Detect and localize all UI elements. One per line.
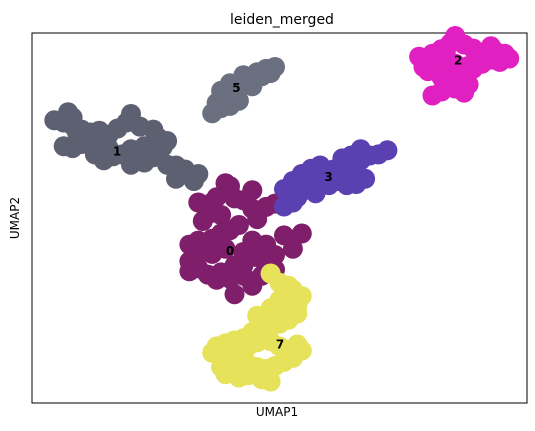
plot-title: leiden_merged <box>230 12 334 28</box>
cluster-2-point-30 <box>422 85 443 106</box>
cluster-7-point-11 <box>282 279 303 300</box>
cluster-0-point-14 <box>247 209 268 230</box>
cluster-2-point-35 <box>413 57 434 77</box>
cluster-0-point-30 <box>282 238 303 259</box>
cluster-1-points <box>44 102 209 191</box>
cluster-0-point-23 <box>215 238 236 259</box>
cluster-3-point-26 <box>355 168 376 189</box>
cluster-0-point-10 <box>192 211 213 231</box>
cluster-3-points <box>274 139 398 217</box>
cluster-5-point-18 <box>242 76 263 97</box>
cluster-3-point-23 <box>314 160 335 181</box>
cluster-2-point-32 <box>458 74 479 95</box>
cluster-3-point-14 <box>332 148 353 169</box>
cluster-label-0: 0 <box>226 244 234 258</box>
cluster-0-point-42 <box>220 268 240 289</box>
cluster-0-point-5 <box>206 187 227 208</box>
cluster-2-points <box>409 26 520 106</box>
cluster-labels-layer: 0 1 2 3 5 7 <box>113 54 462 352</box>
cluster-5-point-6 <box>202 103 223 124</box>
cluster-3-point-27 <box>305 183 326 204</box>
cluster-5-point-17 <box>224 78 245 99</box>
cluster-1-point-38 <box>62 107 83 128</box>
cluster-1-point-24 <box>67 122 87 143</box>
points-layer <box>44 26 520 392</box>
cluster-label-3: 3 <box>324 170 332 184</box>
cluster-0-point-43 <box>224 284 245 305</box>
cluster-0-point-29 <box>291 223 312 244</box>
cluster-label-5: 5 <box>232 81 240 95</box>
cluster-1-point-36 <box>121 104 141 124</box>
cluster-3-point-11 <box>377 140 398 161</box>
y-axis-title: UMAP2 <box>8 197 22 239</box>
cluster-0-point-40 <box>179 251 200 272</box>
cluster-0-point-27 <box>242 230 263 251</box>
cluster-7-point-16 <box>260 298 281 319</box>
plot-area-group: 0 1 2 3 5 7 <box>31 26 528 404</box>
cluster-2-point-33 <box>463 58 483 79</box>
cluster-0-point-0 <box>188 192 209 213</box>
cluster-0-point-9 <box>211 205 232 225</box>
cluster-label-2: 2 <box>454 54 462 68</box>
cluster-7-points <box>202 263 312 392</box>
cluster-label-1: 1 <box>113 145 121 159</box>
cluster-7-point-17 <box>287 303 308 324</box>
cluster-0-points <box>179 173 312 305</box>
cluster-1-point-23 <box>53 136 74 157</box>
x-axis-title: UMAP1 <box>256 405 298 419</box>
cluster-1-point-29 <box>121 154 141 175</box>
cluster-3-point-22 <box>274 196 294 217</box>
cluster-5-points <box>202 57 285 124</box>
cluster-7-point-50 <box>260 371 281 392</box>
cluster-1-point-35 <box>166 168 186 189</box>
cluster-1-point-34 <box>183 171 204 191</box>
cluster-1-point-26 <box>93 150 114 171</box>
cluster-label-7: 7 <box>276 337 284 351</box>
